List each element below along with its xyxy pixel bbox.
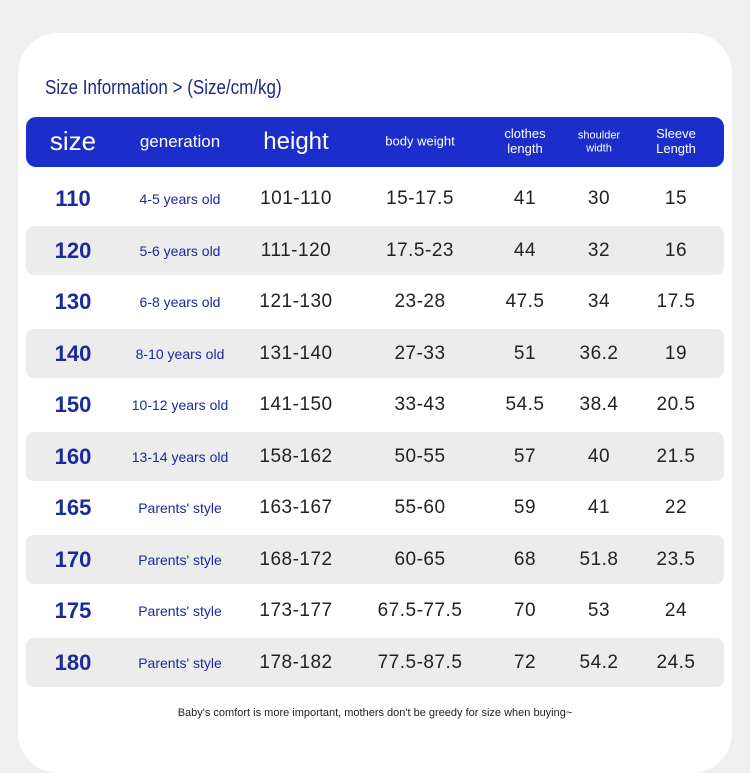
row-shade	[26, 534, 724, 584]
table-cell: 68	[513, 548, 537, 570]
header-line: clothes	[504, 126, 546, 142]
column-header: clothes length	[504, 126, 546, 157]
table-cell: 6-8 years old	[139, 294, 221, 310]
table-cell: 163-167	[259, 497, 333, 518]
table-cell: 150	[54, 392, 92, 417]
table-cell: 178-182	[259, 651, 333, 673]
column-header: height	[263, 128, 328, 156]
row-shade	[26, 328, 724, 378]
table-cell: 30	[587, 188, 611, 209]
column-header: shoulder width	[578, 129, 620, 154]
table-cell: 55-60	[394, 497, 446, 518]
title: Size Information > (Size/cm/kg)	[45, 77, 282, 99]
column-header: body weight	[385, 133, 455, 150]
table-cell: 141-150	[259, 394, 333, 415]
page: Size Information > (Size/cm/kg) Baby's c…	[18, 33, 732, 773]
header-line: size	[49, 126, 97, 157]
table-cell: 158-162	[259, 445, 333, 467]
column-header: size	[49, 126, 97, 157]
table-cell: 15	[664, 188, 688, 209]
row-shade	[26, 431, 724, 481]
header-line: length	[507, 141, 543, 156]
table-cell: 130	[54, 289, 92, 314]
row-shade	[26, 225, 724, 275]
table-cell: 8-10 years old	[135, 345, 225, 362]
table-cell: 101-110	[260, 188, 332, 209]
table-cell: 54.5	[505, 394, 545, 415]
table-cell: 23.5	[656, 548, 696, 570]
table-cell: 77.5-87.5	[377, 651, 463, 673]
table-cell: 60-65	[394, 548, 446, 570]
table-cell: 168-172	[259, 548, 333, 570]
table-cell: 40	[587, 445, 611, 467]
column-header: Sleeve Length	[656, 126, 696, 157]
table-cell: 67.5-77.5	[377, 600, 463, 621]
table-cell: 24.5	[656, 651, 696, 673]
table-cell: 59	[513, 497, 537, 518]
table-cell: 51	[513, 342, 537, 364]
table-cell: 41	[513, 188, 537, 209]
table-cell: 44	[513, 239, 537, 261]
table-cell: 38.4	[579, 394, 619, 415]
table-cell: 165	[54, 495, 92, 520]
table-cell: 32	[587, 239, 611, 261]
table-cell: 131-140	[259, 342, 333, 364]
table-cell: 23-28	[394, 291, 446, 312]
table-cell: 24	[664, 600, 688, 621]
table-cell: 140	[54, 340, 92, 366]
table-cell: 111-120	[260, 239, 332, 261]
table-cell: 121-130	[259, 291, 333, 312]
table-cell: 10-12 years old	[131, 397, 229, 413]
footer-note: Baby's comfort is more important, mother…	[177, 707, 573, 719]
table-cell: 120	[54, 237, 92, 263]
table-cell: 50-55	[394, 445, 446, 467]
row-shade	[26, 637, 724, 687]
table-cell: 170	[54, 546, 92, 572]
table-cell: 21.5	[656, 445, 696, 467]
column-header: generation	[140, 132, 220, 152]
table-cell: 4-5 years old	[139, 191, 221, 207]
table-cell: 47.5	[505, 291, 545, 312]
header-line: height	[263, 128, 329, 156]
table-cell: 160	[54, 443, 92, 469]
table-cell: 51.8	[579, 548, 619, 570]
table-cell: 175	[54, 598, 92, 623]
header-line: shoulder	[577, 129, 621, 142]
table-cell: 27-33	[394, 342, 446, 364]
table-cell: 110	[55, 186, 91, 211]
table-cell: 34	[587, 291, 611, 312]
table-cell: 70	[513, 600, 537, 621]
table-cell: 15-17.5	[386, 188, 454, 209]
table-cell: 36.2	[579, 342, 619, 364]
table-cell: Parents' style	[138, 551, 222, 568]
table-cell: Parents' style	[138, 500, 222, 516]
header-bar	[26, 117, 724, 167]
table-cell: 16	[664, 239, 688, 261]
table-cell: 72	[513, 651, 537, 673]
table-cell: 17.5	[656, 291, 696, 312]
table-cell: Parents' style	[138, 603, 222, 619]
header-line: body weight	[385, 133, 455, 149]
table-cell: 22	[664, 497, 688, 518]
table-cell: 20.5	[656, 394, 696, 415]
table-cell: 41	[587, 497, 611, 518]
table-cell: 13-14 years old	[131, 448, 229, 465]
table-cell: 53	[587, 600, 611, 621]
table-cell: 173-177	[259, 600, 333, 621]
table-cell: 180	[54, 649, 92, 675]
table-cell: 5-6 years old	[139, 242, 221, 259]
table-cell: 17.5-23	[386, 239, 454, 261]
table-cell: Parents' style	[138, 654, 222, 671]
header-line: Sleeve	[656, 126, 696, 142]
table-cell: 33-43	[394, 394, 446, 415]
header-line: width	[586, 142, 612, 154]
header-line: generation	[139, 132, 221, 152]
table-cell: 54.2	[579, 651, 619, 673]
table-cell: 19	[664, 342, 688, 364]
table-cell: 57	[513, 445, 537, 467]
header-line: Length	[656, 141, 696, 156]
